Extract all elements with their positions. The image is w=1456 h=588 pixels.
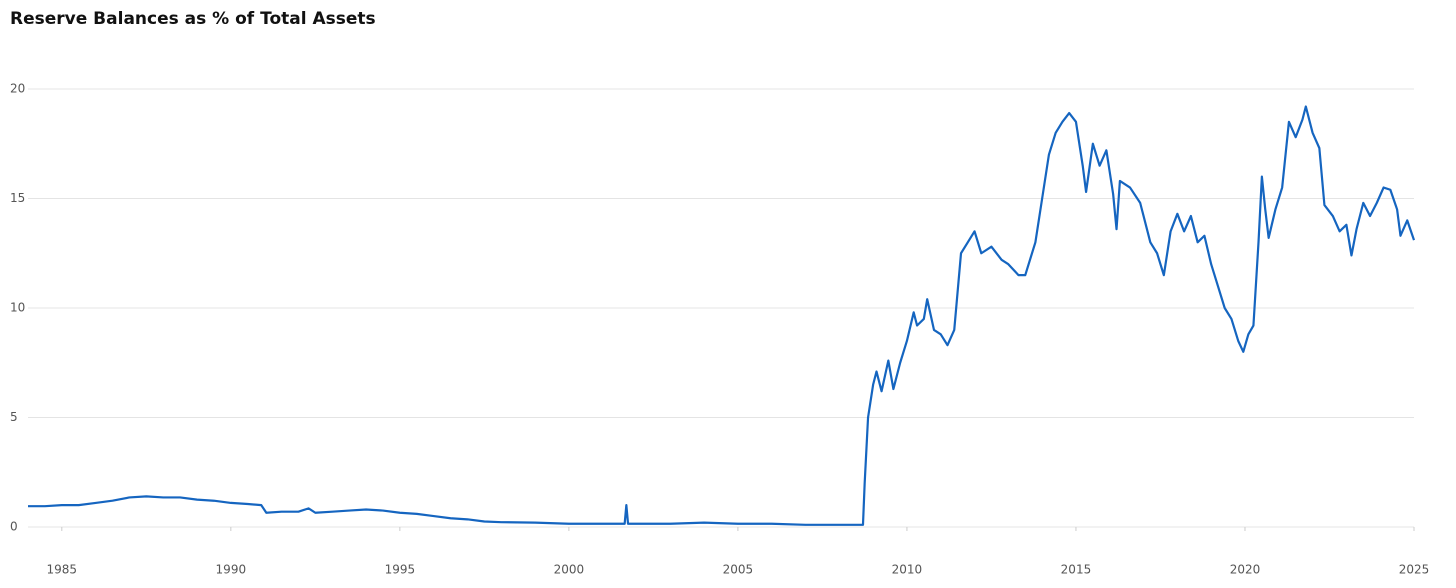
x-tick-label: 1985 <box>47 563 78 577</box>
line-series <box>28 105 1416 526</box>
x-tick-label: 2000 <box>554 563 585 577</box>
x-tick-label: 1995 <box>385 563 416 577</box>
y-tick-label: 5 <box>10 410 18 424</box>
x-tick-label: 1990 <box>216 563 247 577</box>
x-tick-label: 2025 <box>1399 563 1430 577</box>
x-tick-label: 2005 <box>723 563 754 577</box>
y-tick-label: 15 <box>10 191 25 205</box>
y-tick-label: 10 <box>10 301 25 315</box>
y-tick-label: 0 <box>10 520 18 534</box>
x-tick-label: 2015 <box>1061 563 1092 577</box>
y-tick-label: 20 <box>10 82 25 96</box>
chart-title: Reserve Balances as % of Total Assets <box>10 9 376 29</box>
x-tick-label: 2020 <box>1230 563 1261 577</box>
x-tick-label: 2010 <box>892 563 923 577</box>
